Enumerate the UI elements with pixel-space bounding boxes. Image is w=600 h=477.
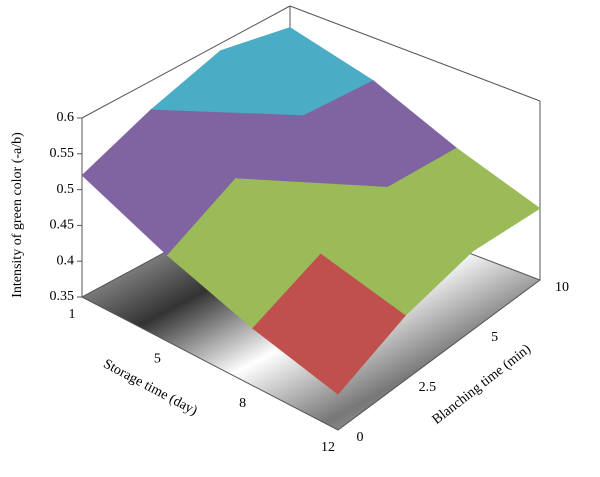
x-axis-title: Storage time (day) xyxy=(101,357,200,419)
surface-patch xyxy=(387,147,541,209)
z-tick-label: 0.4 xyxy=(57,253,75,268)
z-tick-label: 0.5 xyxy=(57,182,75,197)
surface-patch xyxy=(303,80,457,149)
surface-patch xyxy=(150,50,306,116)
y-tick-label: 0 xyxy=(357,430,364,445)
z-tick-label: 0.6 xyxy=(57,110,75,125)
surface-patch xyxy=(319,186,474,255)
surface-patch xyxy=(81,108,237,179)
y-tick-label: 5 xyxy=(491,330,498,345)
y-tick-label: 2.5 xyxy=(419,380,437,395)
surface-patch xyxy=(251,253,407,329)
surface-patch xyxy=(219,27,374,81)
y-tick-label: 10 xyxy=(555,280,569,295)
y-axis-title: Blanching time (min) xyxy=(430,342,534,428)
x-tick-label: 8 xyxy=(239,396,246,411)
x-tick-label: 1 xyxy=(69,307,76,322)
z-tick-label: 0.35 xyxy=(50,289,75,304)
z-axis-title: Intensity of green color (-a/b) xyxy=(10,132,25,298)
x-tick-label: 5 xyxy=(154,352,161,367)
z-tick-label: 0.55 xyxy=(50,146,75,161)
surface-patch xyxy=(235,114,390,188)
box-edge xyxy=(289,5,541,102)
z-tick-label: 0.45 xyxy=(50,218,75,233)
box-edge xyxy=(81,5,291,119)
surface-patch xyxy=(166,177,322,256)
x-tick-label: 12 xyxy=(321,440,335,455)
